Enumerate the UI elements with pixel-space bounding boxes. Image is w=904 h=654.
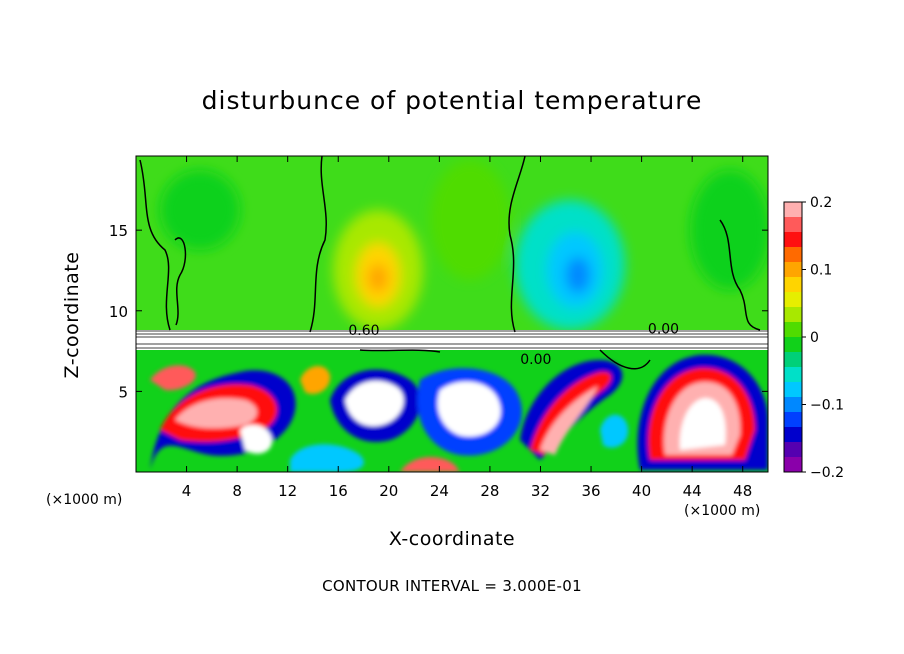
x-axis-label: X-coordinate: [388, 528, 516, 550]
plot-frame: [135, 155, 769, 473]
colorbar-swatch: [784, 397, 802, 413]
stable-layer-contours: [136, 330, 768, 349]
x-tick-label: 36: [581, 482, 600, 500]
colorbar-swatch: [784, 367, 802, 383]
x-tick-label: 20: [379, 482, 398, 500]
zero-contours: [139, 156, 761, 370]
colorbar-swatch: [784, 427, 802, 443]
x-tick-label: 40: [632, 482, 651, 500]
chart-title: disturbunce of potential temperature: [201, 86, 703, 115]
x-unit-label-left: (×1000 m): [46, 492, 123, 508]
x-tick-label: 44: [683, 482, 702, 500]
contour-interval-note: CONTOUR INTERVAL = 3.000E-01: [322, 577, 582, 595]
x-tick-label: 24: [430, 482, 449, 500]
x-tick-label: 32: [531, 482, 550, 500]
colorbar-swatch: [784, 307, 802, 323]
colorbar-swatch: [784, 292, 802, 308]
colorbar-swatch: [784, 352, 802, 368]
colorbar-swatch: [784, 412, 802, 428]
colorbar-tick-label: 0: [810, 330, 819, 346]
x-tick-label: 4: [182, 482, 192, 500]
y-axis-label: Z-coordinate: [61, 251, 83, 379]
colorbar-swatch: [784, 262, 802, 278]
colorbar-tick-label: −0.1: [810, 398, 844, 414]
colorbar-swatch: [784, 247, 802, 263]
colorbar-tick-label: 0.2: [810, 195, 832, 211]
lower-layer-eddies: [150, 354, 768, 472]
x-axis: 4 8 12 16 20 24 28 32 36 40 44 48: [182, 156, 752, 500]
y-tick-label: 10: [109, 303, 128, 321]
contour-label: 0.00: [520, 352, 551, 368]
x-unit-label-right: (×1000 m): [684, 503, 761, 519]
colorbar-swatch: [784, 232, 802, 248]
colorbar: 0.2 0.1 0 −0.1 −0.2: [783, 195, 844, 481]
colorbar-swatch: [784, 202, 802, 218]
contour-label-group: 0.60 0.00 0.00: [348, 322, 679, 369]
contour-label: 0.60: [348, 323, 379, 339]
colorbar-swatch: [784, 277, 802, 293]
colorbar-swatch: [784, 442, 802, 458]
colorbar-swatch: [784, 217, 802, 233]
colorbar-tick-label: 0.1: [810, 263, 832, 279]
y-tick-label: 5: [118, 383, 128, 401]
x-tick-label: 16: [329, 482, 348, 500]
heatmap-field: [136, 156, 768, 472]
x-tick-label: 12: [278, 482, 297, 500]
stable-layer-band: [136, 330, 768, 350]
y-axis: 5 10 15: [109, 222, 768, 401]
upper-layer-anomalies: [160, 160, 768, 330]
colorbar-swatch: [784, 322, 802, 338]
colorbar-swatch: [784, 382, 802, 398]
colorbar-swatch: [784, 337, 802, 353]
colorbar-tick-label: −0.2: [810, 465, 844, 481]
colorbar-swatch: [784, 457, 802, 473]
y-tick-label: 15: [109, 222, 128, 240]
x-tick-label: 48: [733, 482, 752, 500]
x-tick-label: 28: [480, 482, 499, 500]
contour-label: 0.00: [648, 322, 679, 338]
x-tick-label: 8: [232, 482, 242, 500]
